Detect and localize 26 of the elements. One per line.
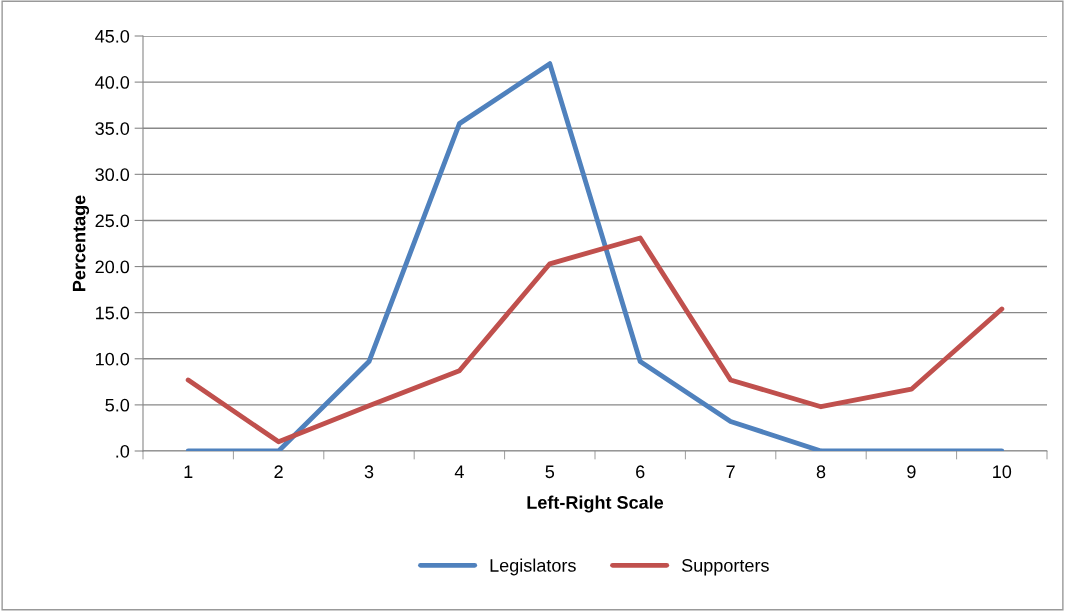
x-tick-label: 8 [816,465,826,479]
x-tick-label: 1 [184,465,193,478]
y-tick-label: 20.0 [95,260,130,274]
y-tick-label: 45.0 [95,29,130,43]
x-axis-title: Left-Right Scale [527,495,664,513]
y-tick-label: 10.0 [96,352,130,366]
x-tick-label: 4 [454,465,464,478]
legend-label: Supporters [681,559,769,576]
x-tick-label: 6 [636,465,645,479]
y-tick-label: 25.0 [95,214,130,228]
x-tick-label: 10 [993,465,1012,479]
line-series [185,61,1005,451]
x-tick-label: 9 [907,465,916,479]
x-tick-label: 3 [364,465,374,479]
x-tick-label: 7 [726,465,735,478]
legend-label: Legislators [490,558,576,576]
x-tick-label: 2 [274,465,283,478]
y-tick-label: 30.0 [95,168,130,182]
line-series [185,235,1005,445]
y-tick-label: 35.0 [95,122,130,135]
y-axis-title: Percentage [72,195,90,291]
y-tick-label: 40.0 [95,76,130,89]
y-tick-label: 15.0 [96,306,130,320]
y-tick-label: .0 [116,444,130,458]
x-tick-label: 5 [545,465,555,479]
y-tick-label: 5.0 [105,398,130,412]
